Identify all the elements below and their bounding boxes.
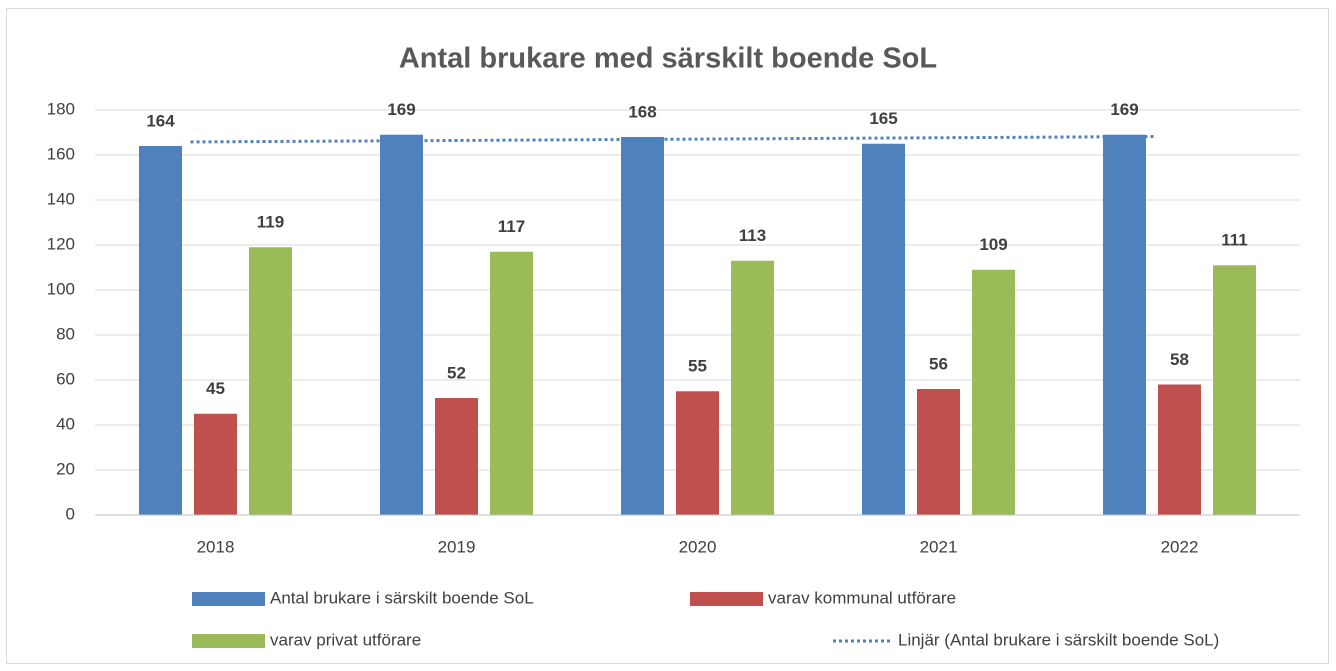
value-label: 119 — [257, 213, 284, 232]
legend-swatch — [192, 634, 265, 648]
y-tick-label: 20 — [56, 459, 75, 478]
bar — [139, 146, 182, 515]
legend-label: varav kommunal utförare — [768, 588, 956, 607]
x-tick-label: 2021 — [920, 537, 958, 556]
x-tick-label: 2019 — [438, 537, 476, 556]
bar — [862, 143, 905, 515]
legend-swatch — [192, 592, 265, 606]
value-label: 117 — [498, 217, 525, 236]
legend-label: varav privat utförare — [270, 630, 421, 649]
bar — [490, 251, 533, 515]
y-tick-label: 80 — [56, 324, 75, 343]
value-label: 165 — [869, 109, 897, 128]
value-label: 111 — [1221, 231, 1248, 250]
value-label: 109 — [979, 235, 1007, 254]
bar — [1103, 134, 1146, 515]
bar — [676, 391, 719, 515]
bar — [972, 269, 1015, 515]
bar — [1158, 384, 1201, 515]
value-label: 52 — [447, 363, 466, 382]
bar — [917, 389, 960, 515]
x-tick-label: 2020 — [679, 537, 717, 556]
bar — [1213, 265, 1256, 515]
value-label: 55 — [688, 357, 707, 376]
y-tick-label: 160 — [47, 144, 75, 163]
bar — [731, 260, 774, 515]
y-tick-label: 100 — [47, 279, 75, 298]
bar — [194, 413, 237, 515]
y-tick-label: 120 — [47, 234, 75, 253]
value-label: 168 — [628, 102, 656, 121]
chart-title: Antal brukare med särskilt boende SoL — [399, 43, 937, 75]
y-tick-label: 140 — [47, 189, 75, 208]
y-tick-label: 40 — [56, 414, 75, 433]
bar — [621, 137, 664, 515]
legend-label: Antal brukare i särskilt boende SoL — [270, 588, 534, 607]
x-tick-label: 2022 — [1161, 537, 1199, 556]
value-label: 164 — [146, 111, 175, 130]
bar — [435, 398, 478, 515]
legend-label: Linjär (Antal brukare i särskilt boende … — [898, 630, 1219, 649]
value-label: 169 — [387, 100, 415, 119]
legend-swatch — [690, 592, 763, 606]
bar — [380, 134, 423, 515]
y-tick-label: 180 — [47, 99, 75, 118]
value-label: 56 — [929, 354, 948, 373]
trendline — [190, 135, 1155, 144]
value-label: 45 — [206, 379, 225, 398]
y-tick-label: 0 — [66, 504, 75, 523]
value-label: 169 — [1110, 100, 1138, 119]
y-tick-label: 60 — [56, 369, 75, 388]
x-tick-label: 2018 — [197, 537, 235, 556]
bar — [249, 247, 292, 515]
value-label: 58 — [1170, 350, 1189, 369]
value-label: 113 — [739, 226, 766, 245]
